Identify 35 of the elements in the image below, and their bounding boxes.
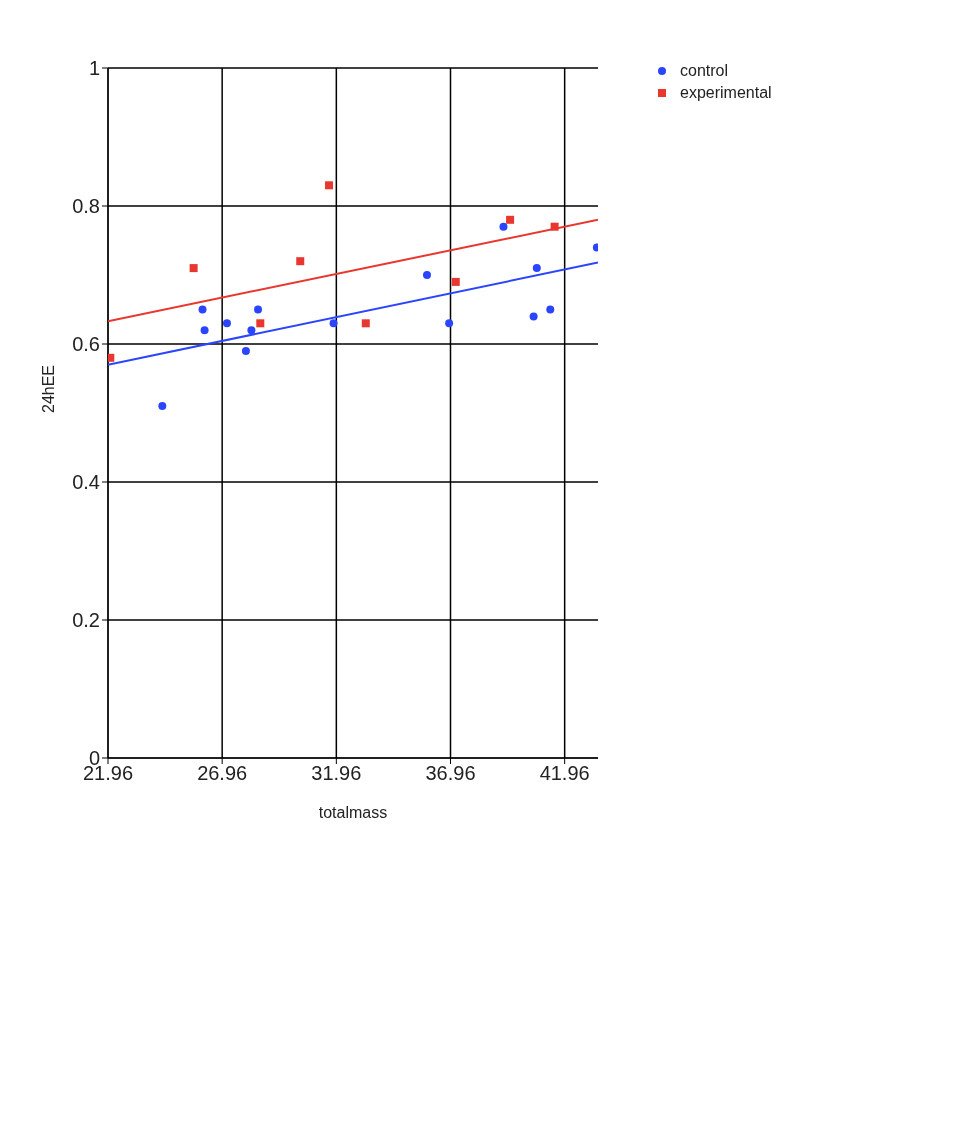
y-tick-label: 0.8 xyxy=(72,195,100,218)
x-axis-title: totalmass xyxy=(318,804,388,821)
point xyxy=(361,319,370,328)
y-tick-label: 0.6 xyxy=(72,333,100,356)
point xyxy=(451,277,460,286)
point xyxy=(499,222,508,231)
x-tick-label: 36.96 xyxy=(425,762,476,785)
x-tick-label: 31.96 xyxy=(311,762,362,785)
point xyxy=(422,271,431,279)
point xyxy=(445,319,454,328)
point xyxy=(247,326,256,335)
point xyxy=(108,353,115,362)
point xyxy=(529,312,538,321)
point xyxy=(254,305,263,314)
point xyxy=(296,257,305,266)
point xyxy=(189,264,198,273)
point xyxy=(198,305,207,314)
point xyxy=(241,346,250,355)
point xyxy=(546,305,555,314)
y-axis-title: 24hEE xyxy=(39,364,57,413)
y-tick-label: 1 xyxy=(88,57,100,80)
point xyxy=(200,326,209,335)
point xyxy=(532,264,541,273)
point xyxy=(325,181,334,190)
point xyxy=(506,215,515,224)
point xyxy=(222,319,231,328)
x-tick-label: 26.96 xyxy=(197,762,248,785)
point xyxy=(256,319,265,328)
y-tick-label: 0.4 xyxy=(72,471,100,494)
point xyxy=(329,319,338,328)
y-tick-label: 0.2 xyxy=(72,609,100,632)
legend-label: control xyxy=(680,62,729,80)
legend-label: experimental xyxy=(680,84,772,102)
point xyxy=(158,402,167,411)
x-tick-label: 41.96 xyxy=(539,762,590,785)
